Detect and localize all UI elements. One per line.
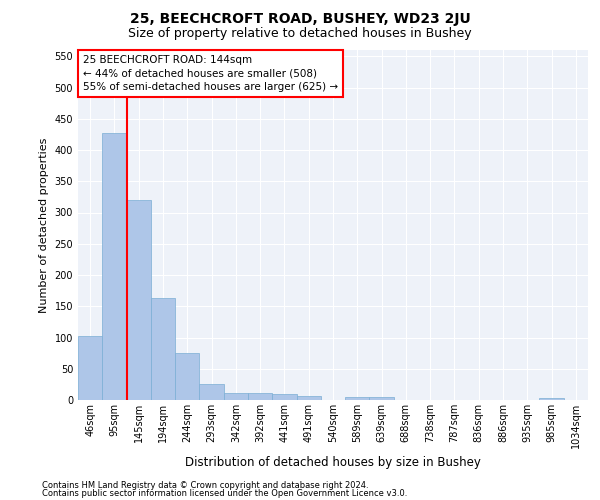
Text: 25 BEECHCROFT ROAD: 144sqm
← 44% of detached houses are smaller (508)
55% of sem: 25 BEECHCROFT ROAD: 144sqm ← 44% of deta… (83, 56, 338, 92)
Bar (272, 394, 296, 400)
Bar (345, 397, 370, 400)
Bar (175, 353, 199, 400)
Bar (539, 398, 564, 400)
X-axis label: Distribution of detached houses by size in Bushey: Distribution of detached houses by size … (185, 456, 481, 469)
Bar (127, 200, 151, 400)
Bar (224, 393, 248, 400)
Text: Size of property relative to detached houses in Bushey: Size of property relative to detached ho… (128, 28, 472, 40)
Text: Contains HM Land Registry data © Crown copyright and database right 2024.: Contains HM Land Registry data © Crown c… (42, 480, 368, 490)
Text: Contains public sector information licensed under the Open Government Licence v3: Contains public sector information licen… (42, 489, 407, 498)
Bar (151, 298, 175, 400)
Bar (296, 396, 321, 400)
Bar (78, 336, 102, 400)
Y-axis label: Number of detached properties: Number of detached properties (39, 138, 49, 312)
Bar (102, 132, 127, 400)
Bar (199, 384, 224, 400)
Bar (248, 393, 272, 400)
Bar (370, 397, 394, 400)
Text: 25, BEECHCROFT ROAD, BUSHEY, WD23 2JU: 25, BEECHCROFT ROAD, BUSHEY, WD23 2JU (130, 12, 470, 26)
